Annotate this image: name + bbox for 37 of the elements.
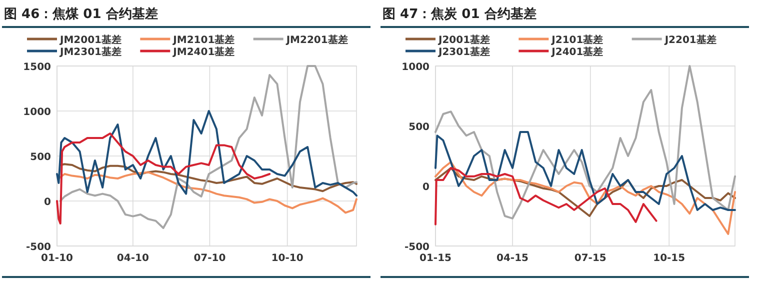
x-tick-label: 10-15 (653, 253, 686, 264)
y-tick-label: -500 (404, 242, 430, 253)
x-tick-label: 07-15 (574, 253, 606, 264)
y-tick-label: -500 (26, 242, 52, 253)
legend-label: JM2301基差 (59, 46, 122, 58)
line-series (434, 131, 736, 211)
y-tick-label: 0 (422, 182, 430, 193)
x-tick-label: 04-10 (116, 253, 149, 264)
y-tick-label: 500 (408, 122, 430, 133)
line-series (434, 161, 736, 235)
legend-label: JM2401基差 (172, 46, 235, 58)
y-tick-label: 1500 (23, 62, 52, 73)
x-tick-label: 04-15 (496, 253, 529, 264)
x-tick-label: 01-15 (420, 253, 452, 264)
x-tick-label: 07-10 (194, 253, 226, 264)
legend-label: J2201基差 (664, 34, 716, 46)
legend-label: JM2001基差 (59, 34, 122, 46)
legend-label: J2101基差 (550, 34, 604, 46)
legend-label: J2301基差 (438, 46, 490, 58)
legend-label: JM2201基差 (285, 34, 348, 46)
line-series (56, 110, 358, 197)
line-series (56, 132, 271, 224)
y-tick-label: 500 (30, 152, 52, 163)
chart-title: 图 47：焦炭 01 合约基差 (382, 6, 536, 22)
line-series (59, 65, 358, 229)
x-tick-label: 01-10 (41, 253, 74, 264)
line-series (434, 167, 736, 217)
line-series (434, 167, 658, 226)
y-tick-label: 0 (44, 197, 52, 208)
chart-title: 图 46：焦煤 01 合约基差 (4, 6, 158, 22)
legend-label: J2001基差 (438, 34, 490, 46)
line-series (58, 171, 358, 214)
legend-label: J2401基差 (550, 46, 604, 58)
y-tick-label: 1000 (23, 107, 52, 118)
x-tick-label: 10-10 (271, 253, 304, 264)
y-tick-label: 1000 (402, 62, 430, 73)
legend-label: JM2101基差 (172, 34, 235, 46)
